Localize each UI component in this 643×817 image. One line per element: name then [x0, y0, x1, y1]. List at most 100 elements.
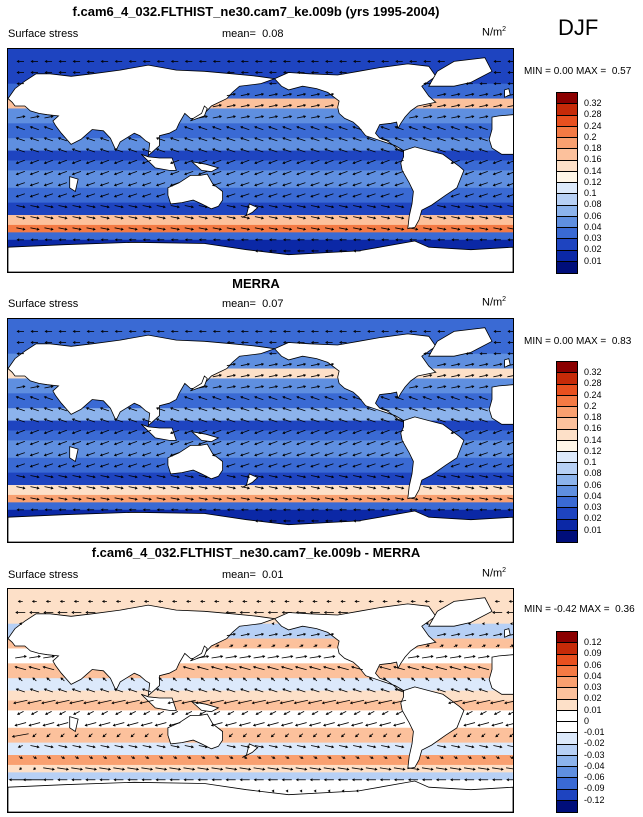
- vector-arrow: [409, 385, 418, 389]
- vector-arrow-head: [100, 59, 104, 63]
- vector-arrow: [296, 205, 306, 208]
- vector-arrow: [44, 205, 53, 208]
- panel-2-variable: Surface stress: [8, 298, 79, 310]
- vector-arrow-head: [448, 701, 452, 705]
- vector-arrow-head: [331, 374, 335, 377]
- vector-arrow-head: [43, 126, 47, 129]
- vector-arrow-head: [242, 677, 246, 681]
- vector-arrow-head: [478, 442, 482, 446]
- vector-arrow: [184, 159, 194, 164]
- vector-arrow: [100, 137, 110, 142]
- vector-arrow-head: [218, 374, 222, 377]
- vector-arrow: [73, 711, 80, 715]
- vector-arrow-head: [258, 644, 262, 648]
- vector-arrow-head: [184, 126, 187, 129]
- vector-arrow-head: [296, 137, 300, 140]
- vector-arrow: [282, 688, 292, 693]
- vector-arrow: [72, 418, 82, 423]
- vector-arrow-head: [142, 329, 146, 333]
- vector-arrow: [396, 711, 403, 715]
- colorbar-swatch: [557, 497, 577, 509]
- vector-arrow-head: [17, 599, 21, 603]
- vector-arrow-head: [141, 418, 145, 422]
- vector-arrow-head: [261, 104, 265, 107]
- vector-arrow: [338, 497, 348, 500]
- vector-arrow-head: [190, 745, 194, 749]
- vector-arrow-head: [471, 745, 475, 749]
- vector-arrow: [437, 93, 446, 97]
- vector-arrow-head: [181, 701, 185, 705]
- vector-arrow: [310, 452, 320, 456]
- vector-arrow-head: [86, 329, 90, 333]
- vector-arrow: [99, 767, 111, 770]
- vector-arrow: [395, 205, 404, 208]
- vector-arrow: [463, 722, 476, 726]
- vector-arrow-head: [198, 442, 201, 446]
- vector-arrow-head: [457, 92, 461, 96]
- vector-arrow: [100, 486, 110, 489]
- vector-arrow-head: [479, 238, 483, 242]
- vector-arrow: [128, 137, 138, 142]
- vector-arrow: [44, 126, 54, 131]
- vector-arrow-head: [359, 227, 363, 231]
- vector-arrow: [254, 193, 264, 198]
- vector-arrow: [338, 227, 348, 230]
- vector-arrow: [282, 137, 292, 142]
- vector-arrow-head: [310, 407, 314, 410]
- vector-arrow: [128, 148, 138, 153]
- vector-arrow-head: [142, 238, 146, 242]
- vector-arrow-head: [158, 734, 162, 738]
- vector-arrow: [142, 182, 152, 186]
- vector-arrow: [86, 452, 96, 456]
- vector-arrow-head: [64, 745, 68, 749]
- vector-arrow-head: [499, 104, 503, 107]
- vector-arrow-head: [29, 126, 33, 129]
- vector-arrow-head: [457, 227, 461, 231]
- vector-arrow-head: [337, 723, 341, 727]
- vector-arrow: [156, 486, 166, 489]
- vector-arrow: [324, 633, 334, 637]
- vector-arrow: [58, 463, 68, 468]
- vector-arrow: [465, 486, 474, 489]
- vector-arrow-head: [155, 137, 159, 140]
- vector-arrow-head: [345, 486, 349, 490]
- vector-arrow-head: [282, 183, 286, 187]
- vector-arrow-head: [176, 216, 180, 220]
- vector-arrow-head: [275, 374, 279, 377]
- vector-arrow: [184, 126, 194, 131]
- vector-arrow: [184, 418, 194, 423]
- australia-landmass: [167, 443, 224, 480]
- vector-arrow-head: [298, 599, 302, 603]
- vector-arrow: [43, 655, 55, 659]
- vector-arrow-head: [311, 712, 315, 715]
- vector-arrow: [295, 666, 307, 671]
- vector-arrow: [240, 115, 250, 119]
- vector-arrow-head: [486, 767, 490, 771]
- vector-arrow-head: [478, 418, 482, 422]
- vector-arrow-head: [251, 701, 255, 705]
- vector-arrow-head: [485, 227, 489, 231]
- vector-arrow: [254, 93, 264, 97]
- vector-arrow-head: [284, 677, 288, 681]
- vector-arrow-head: [457, 745, 461, 749]
- vector-arrow-head: [211, 778, 215, 782]
- vector-arrow-head: [478, 778, 482, 782]
- vector-arrow-head: [338, 194, 342, 198]
- vector-arrow-head: [128, 59, 132, 63]
- vector-arrow-head: [327, 734, 330, 738]
- vector-arrow: [225, 767, 237, 770]
- vector-arrow-head: [51, 767, 55, 771]
- vector-arrow: [30, 205, 39, 208]
- vector-arrow-head: [430, 655, 434, 659]
- vector-arrow: [69, 699, 84, 704]
- vector-arrow-head: [366, 431, 370, 435]
- vector-arrow-head: [183, 778, 187, 782]
- vector-arrow: [310, 429, 320, 434]
- vector-arrow-head: [443, 216, 447, 220]
- vector-arrow: [449, 666, 462, 671]
- vector-arrow: [296, 137, 306, 142]
- vector-arrow-head: [289, 362, 293, 366]
- vector-arrow-head: [19, 767, 23, 771]
- colorbar-level-label: 0.03: [584, 502, 602, 512]
- vector-arrow-head: [331, 745, 335, 749]
